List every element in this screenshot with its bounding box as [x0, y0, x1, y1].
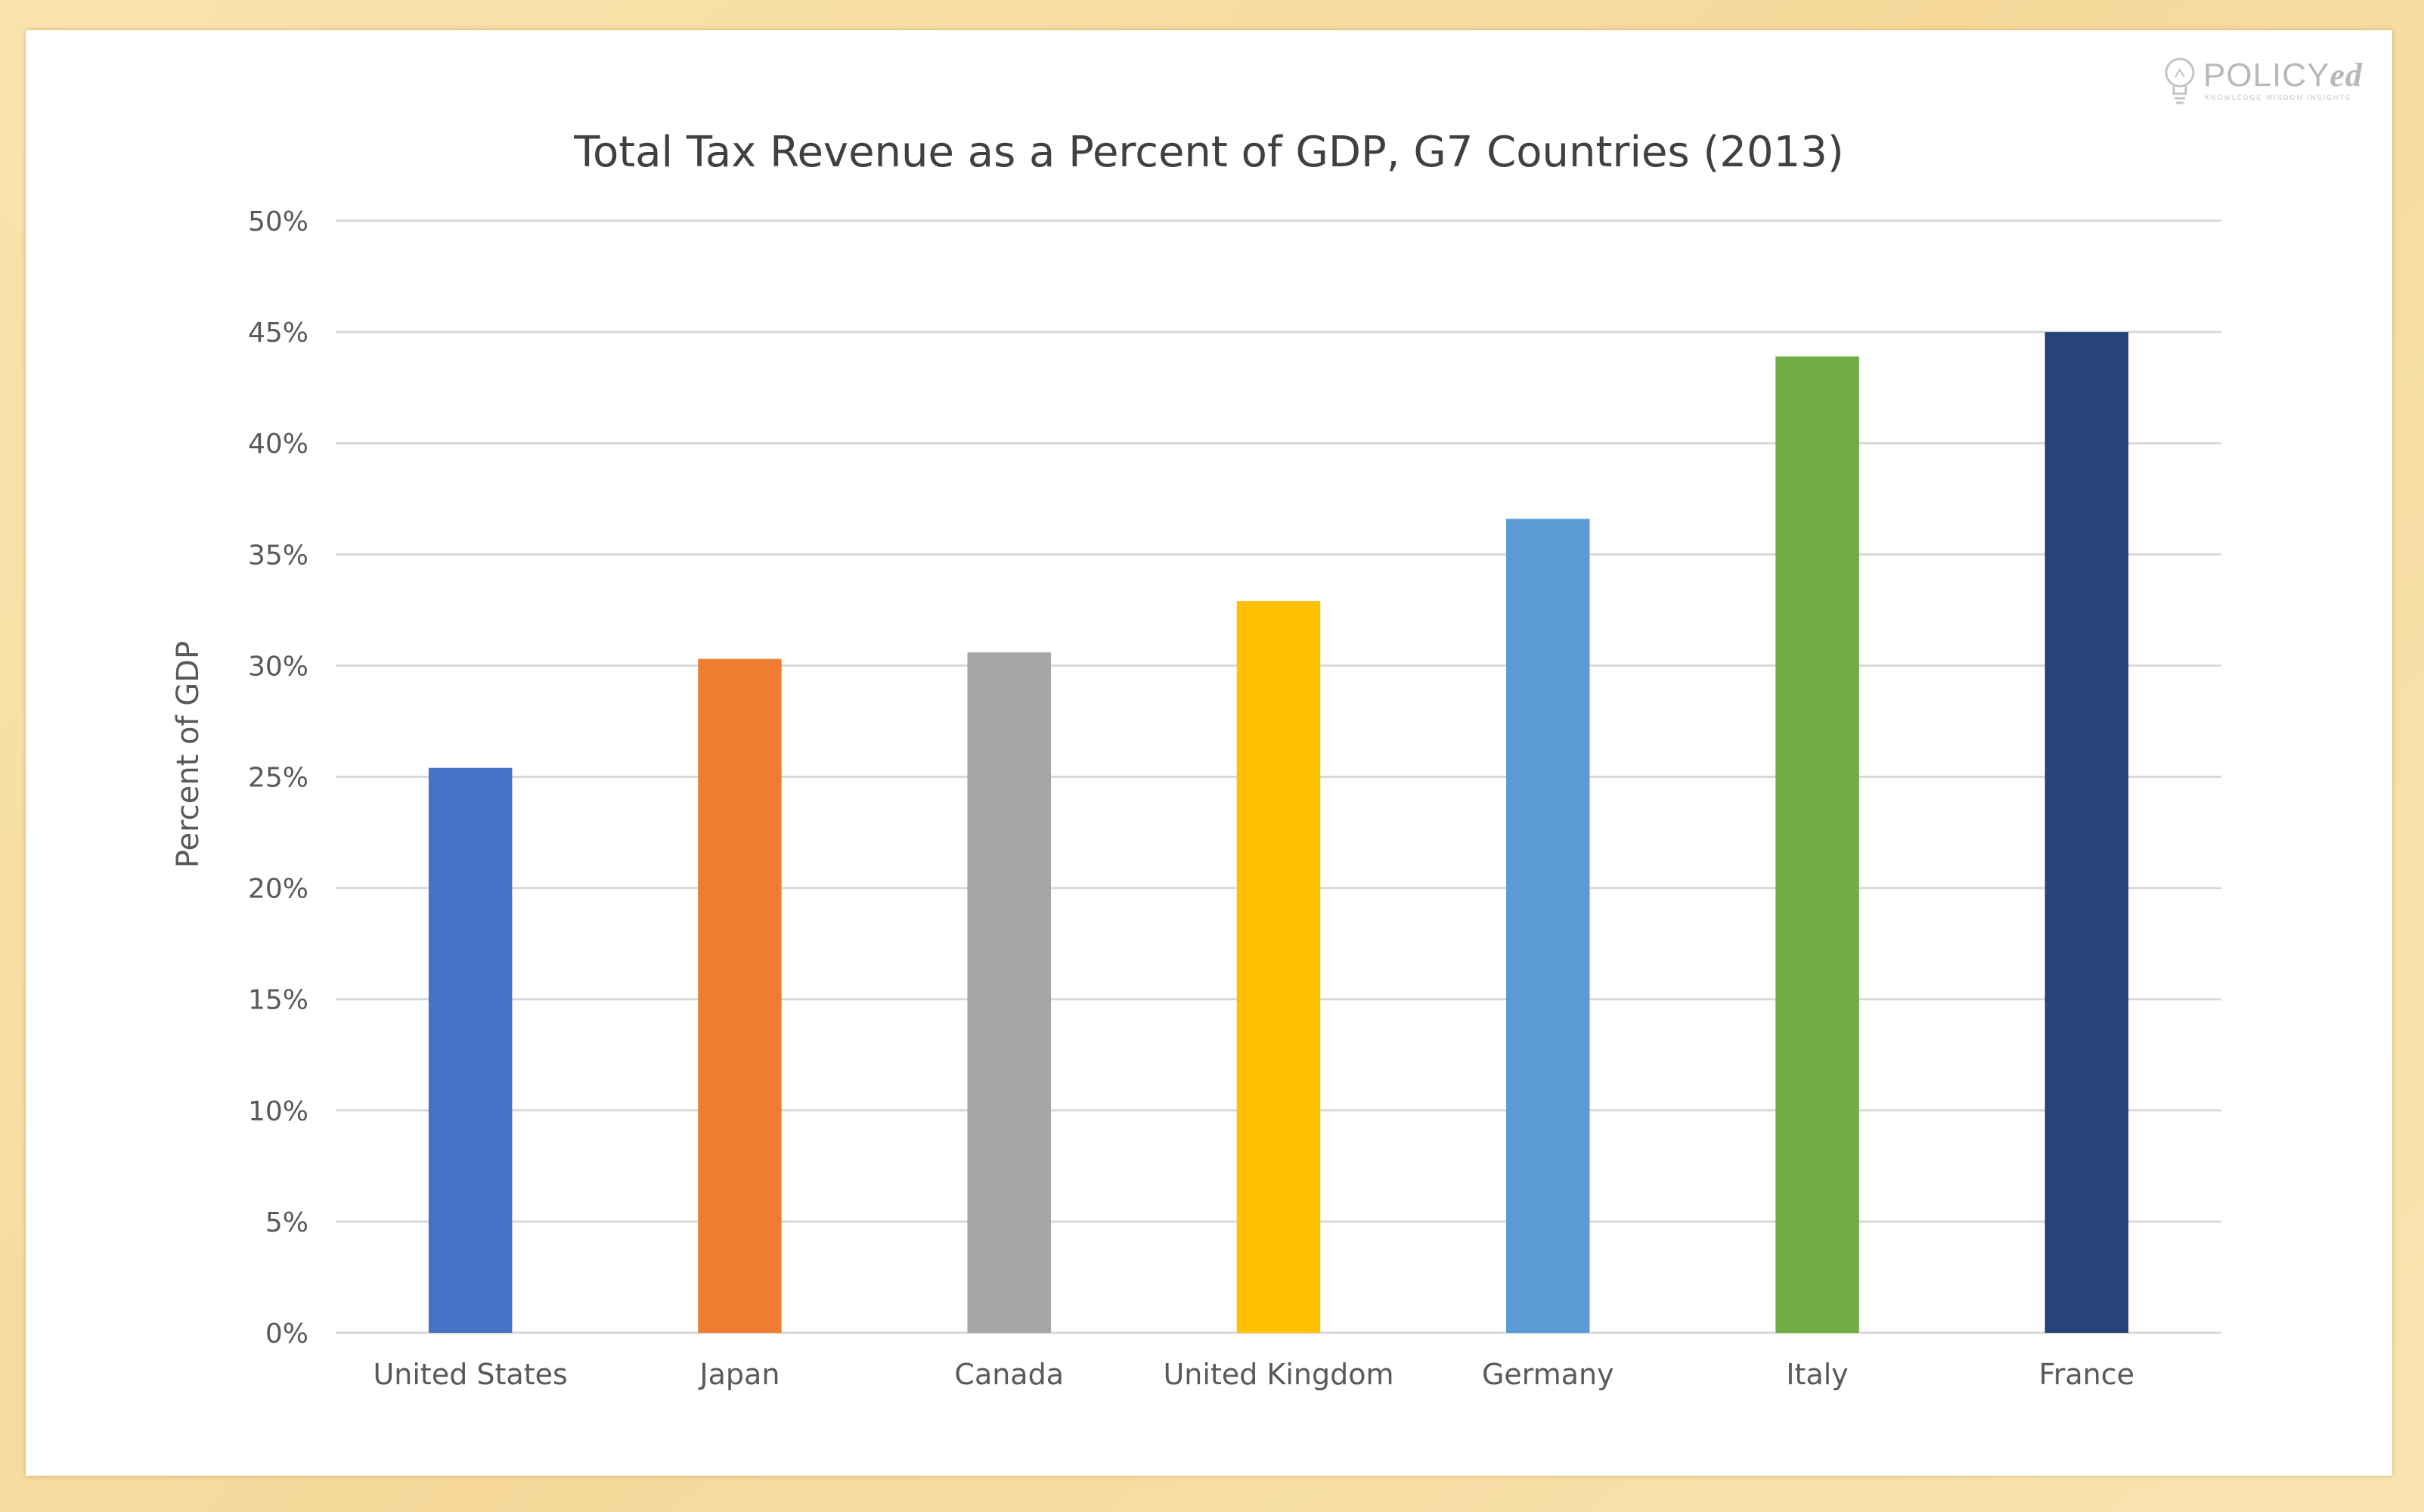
lightbulb-icon — [2165, 57, 2195, 104]
bar — [2044, 332, 2129, 1334]
x-tick-label: Germany — [1482, 1358, 1614, 1391]
bar — [1506, 519, 1590, 1333]
y-tick-label: 10% — [248, 1096, 308, 1127]
logo-wordmark: POLICYed — [2203, 56, 2363, 94]
y-tick-label: 50% — [248, 206, 308, 237]
y-tick-labels: 0% 5% 10% 15% 20% 25% 30% 35% 40% 45% 50% — [248, 206, 308, 1349]
y-tick-label: 0% — [265, 1318, 308, 1349]
bar — [698, 658, 782, 1333]
logo-name-suffix: ed — [2329, 57, 2363, 94]
y-tick-label: 15% — [248, 985, 308, 1016]
policyed-logo: POLICYed KNOWLEDGE WISDOM INSIGHTS — [2161, 54, 2365, 107]
x-tick-label: Japan — [698, 1358, 780, 1391]
x-tick-label: Italy — [1786, 1358, 1848, 1391]
x-tick-label: United States — [373, 1358, 567, 1391]
x-tick-label: France — [2039, 1358, 2134, 1391]
y-tick-label: 40% — [248, 429, 308, 460]
y-tick-label: 20% — [248, 874, 308, 905]
bar — [428, 767, 513, 1333]
chart-title: Total Tax Revenue as a Percent of GDP, G… — [573, 128, 1843, 177]
y-tick-label: 25% — [248, 763, 308, 794]
bar — [1236, 601, 1321, 1333]
bars — [428, 332, 2129, 1334]
y-tick-label: 5% — [265, 1207, 308, 1238]
x-tick-label: United Kingdom — [1163, 1358, 1393, 1391]
x-tick-label: Canada — [954, 1358, 1064, 1391]
logo-tagline: KNOWLEDGE WISDOM INSIGHTS — [2205, 94, 2352, 101]
bar — [967, 652, 1051, 1333]
y-tick-label: 30% — [248, 651, 308, 682]
bar — [1775, 356, 1859, 1333]
chart-card — [26, 30, 2392, 1476]
x-tick-labels: United States Japan Canada United Kingdom Ge… — [373, 1358, 2134, 1391]
y-tick-label: 45% — [248, 318, 308, 349]
logo-name-main: POLICY — [2203, 57, 2330, 94]
y-axis-label: Percent of GDP — [171, 641, 206, 868]
y-tick-label: 35% — [248, 540, 308, 571]
